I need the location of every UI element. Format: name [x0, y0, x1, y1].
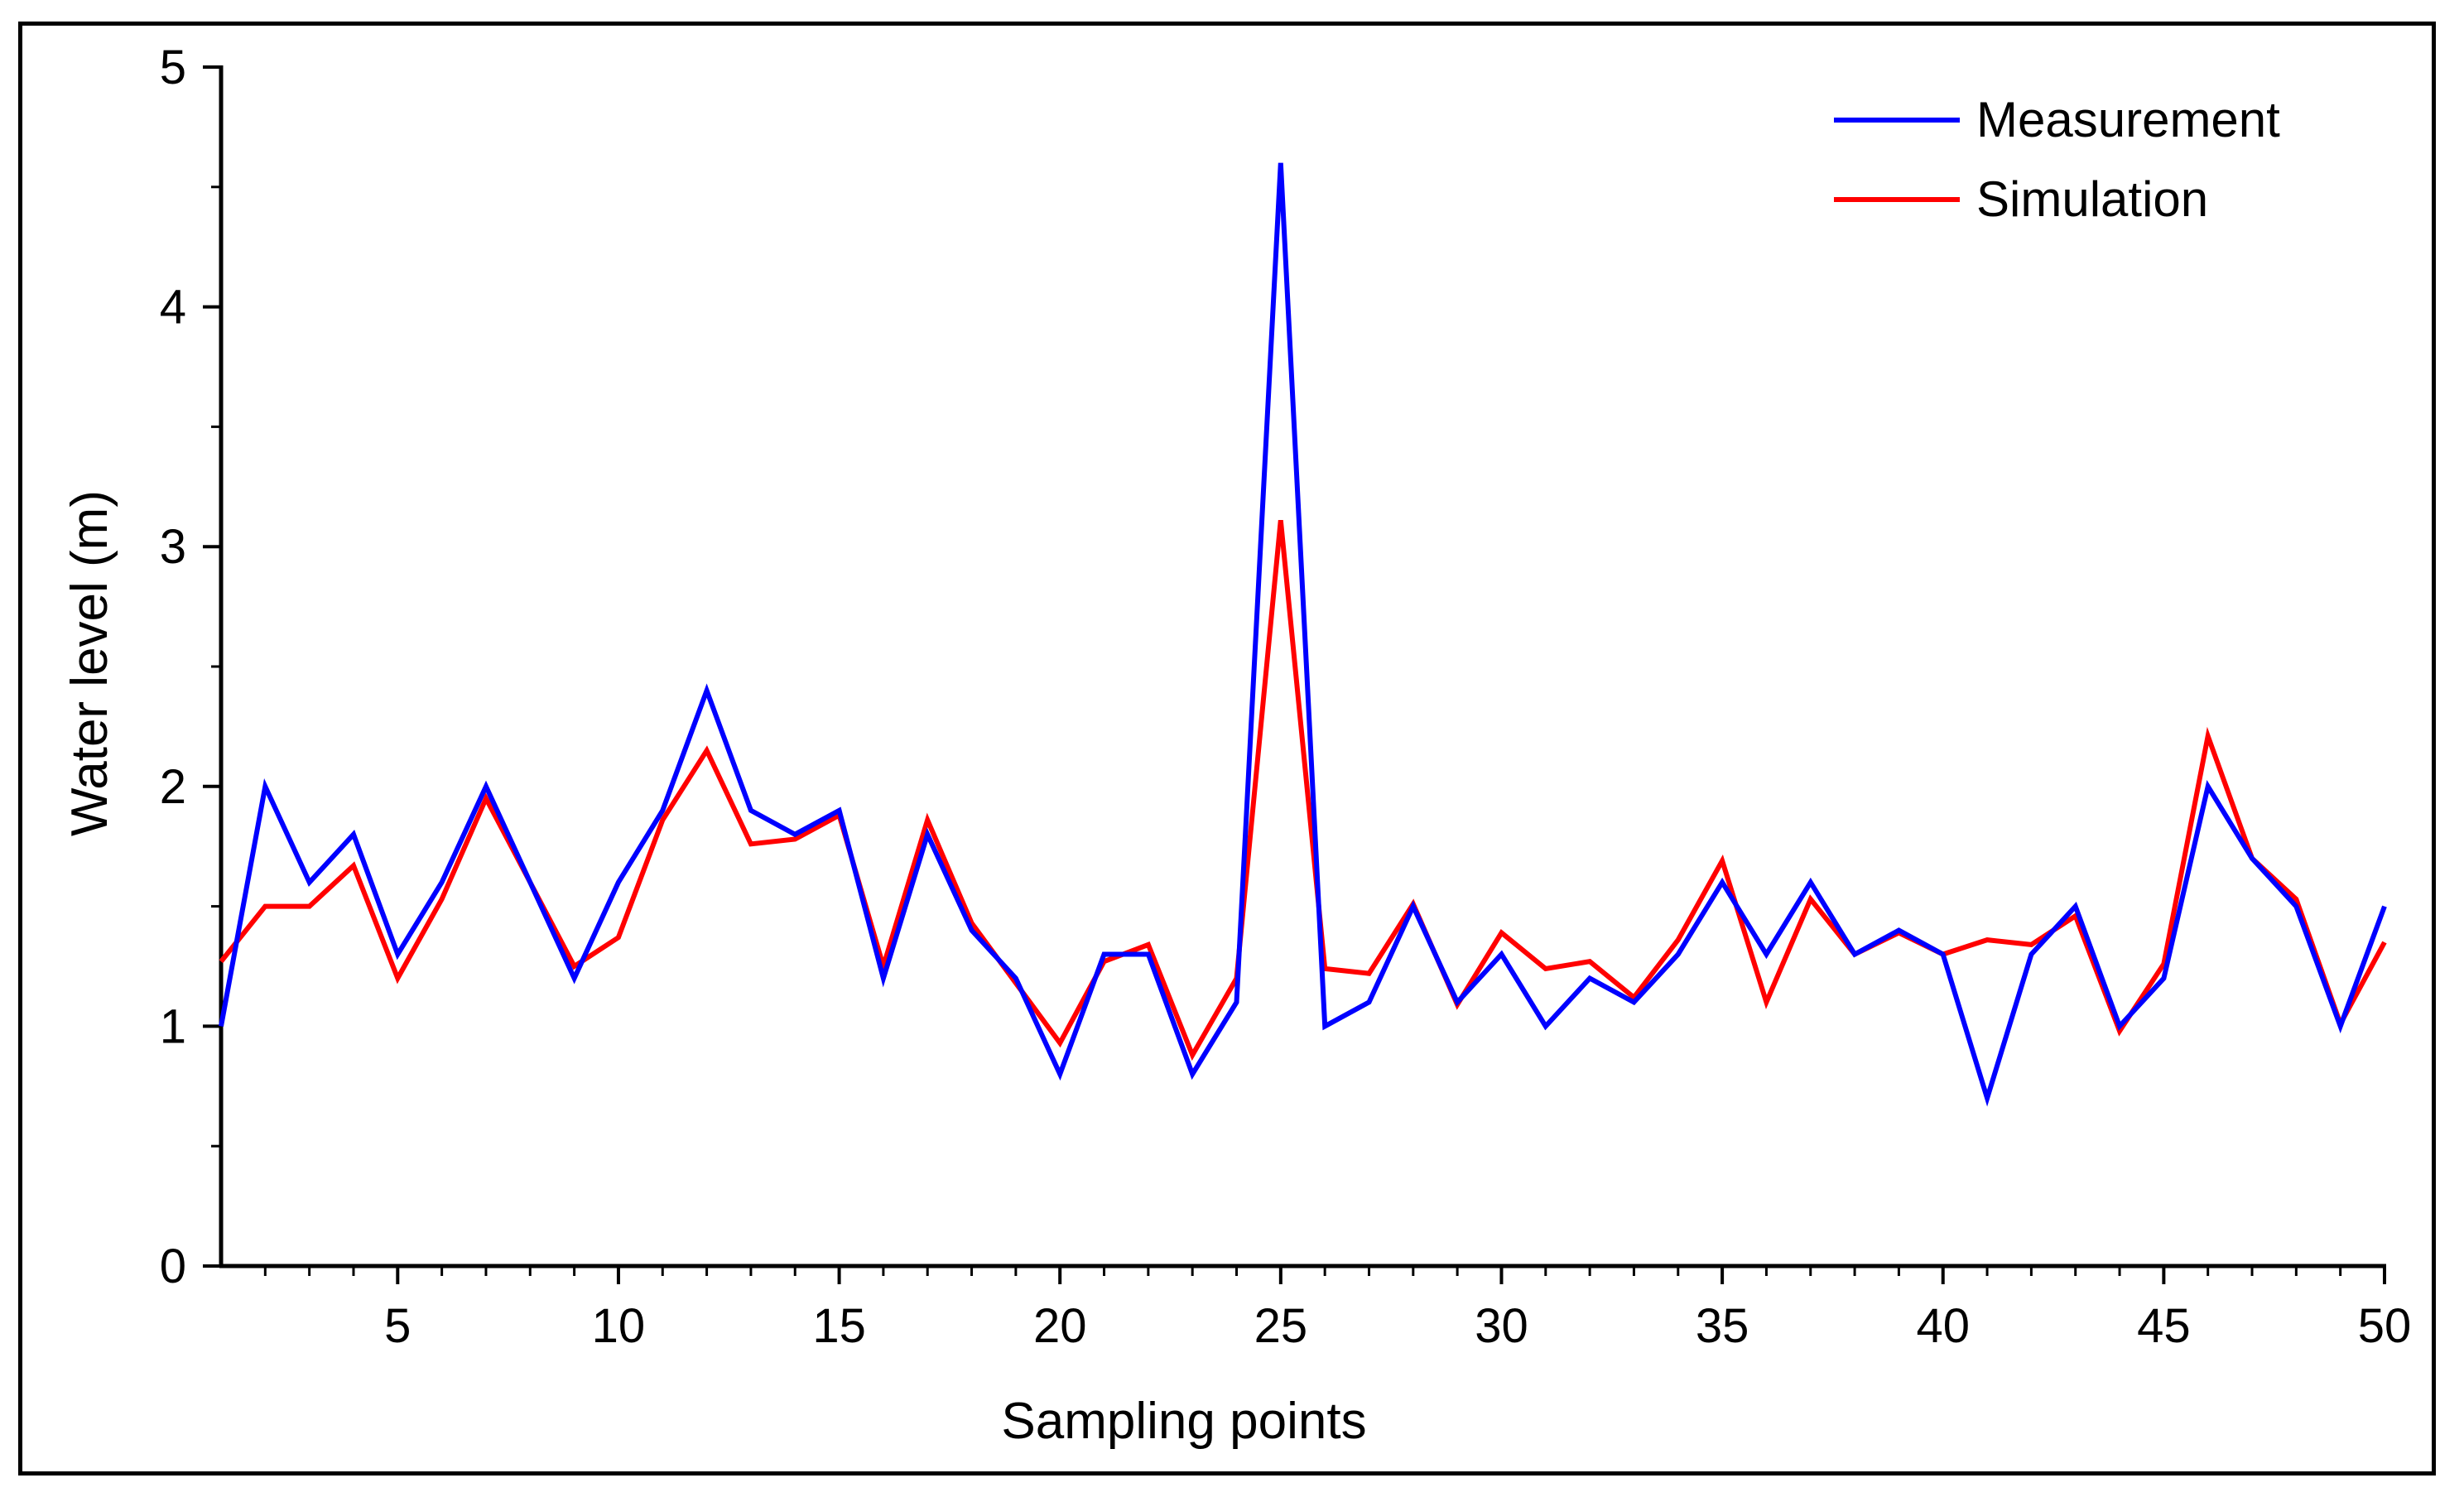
x-tick-label-20: 20: [1033, 1299, 1087, 1353]
x-tick-label-30: 30: [1475, 1299, 1528, 1353]
y-tick-label-0: 0: [160, 1240, 186, 1293]
x-tick-label-35: 35: [1696, 1299, 1749, 1353]
y-axis-title: Water level (m): [61, 490, 118, 836]
series-layer: [219, 162, 2387, 1107]
legend-label-measurement: Measurement: [1976, 92, 2280, 147]
x-tick-label-40: 40: [1916, 1299, 1970, 1353]
y-tick-label-5: 5: [160, 41, 186, 94]
legend-label-simulation: Simulation: [1976, 171, 2208, 227]
x-tick-label-5: 5: [384, 1299, 411, 1353]
x-tick-label-25: 25: [1254, 1299, 1308, 1353]
y-tick-label-4: 4: [160, 281, 186, 335]
y-tick-label-2: 2: [160, 760, 186, 814]
x-tick-label-50: 50: [2358, 1299, 2412, 1353]
series-line-measurement: [219, 162, 2387, 1107]
axes: [219, 65, 2386, 1269]
legend: Measurement Simulation: [1834, 92, 2280, 227]
y-tick-label-1: 1: [160, 999, 186, 1053]
x-tick-label-15: 15: [812, 1299, 866, 1353]
y-tick-label-3: 3: [160, 520, 186, 574]
x-tick-label-45: 45: [2137, 1299, 2191, 1353]
x-axis-title: Sampling points: [1001, 1393, 1366, 1450]
chart-frame: 5 10 15 20 25 30 35 40 45 50 0 1 2 3 4 5 Measurement Si…: [18, 22, 2436, 1476]
x-tick-label-10: 10: [592, 1299, 646, 1353]
